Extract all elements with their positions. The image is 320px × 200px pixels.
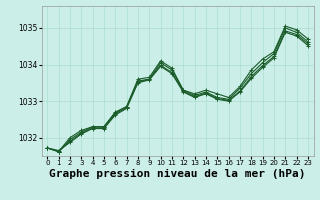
X-axis label: Graphe pression niveau de la mer (hPa): Graphe pression niveau de la mer (hPa) bbox=[49, 169, 306, 179]
